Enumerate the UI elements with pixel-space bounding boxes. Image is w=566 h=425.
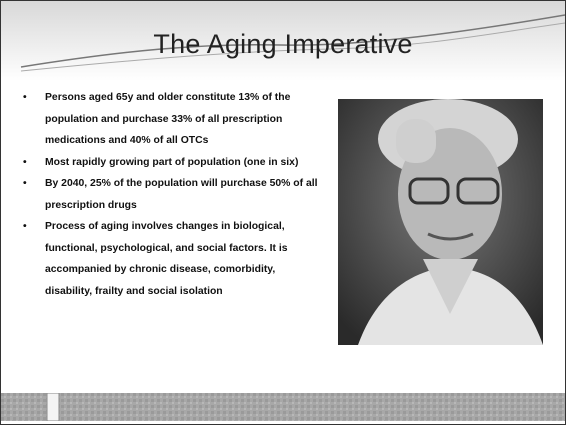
bullet-list: Persons aged 65y and older constitute 13… [23, 87, 323, 302]
bullet: Process of aging involves changes in bio… [23, 216, 323, 302]
portrait-photo [338, 99, 543, 345]
footer-band [1, 393, 565, 421]
slide-title: The Aging Imperative [1, 29, 565, 60]
slide: The Aging Imperative Persons aged 65y an… [0, 0, 566, 425]
bullet: Persons aged 65y and older constitute 13… [23, 87, 323, 152]
bullet: By 2040, 25% of the population will purc… [23, 173, 323, 216]
bullet: Most rapidly growing part of population … [23, 152, 323, 174]
